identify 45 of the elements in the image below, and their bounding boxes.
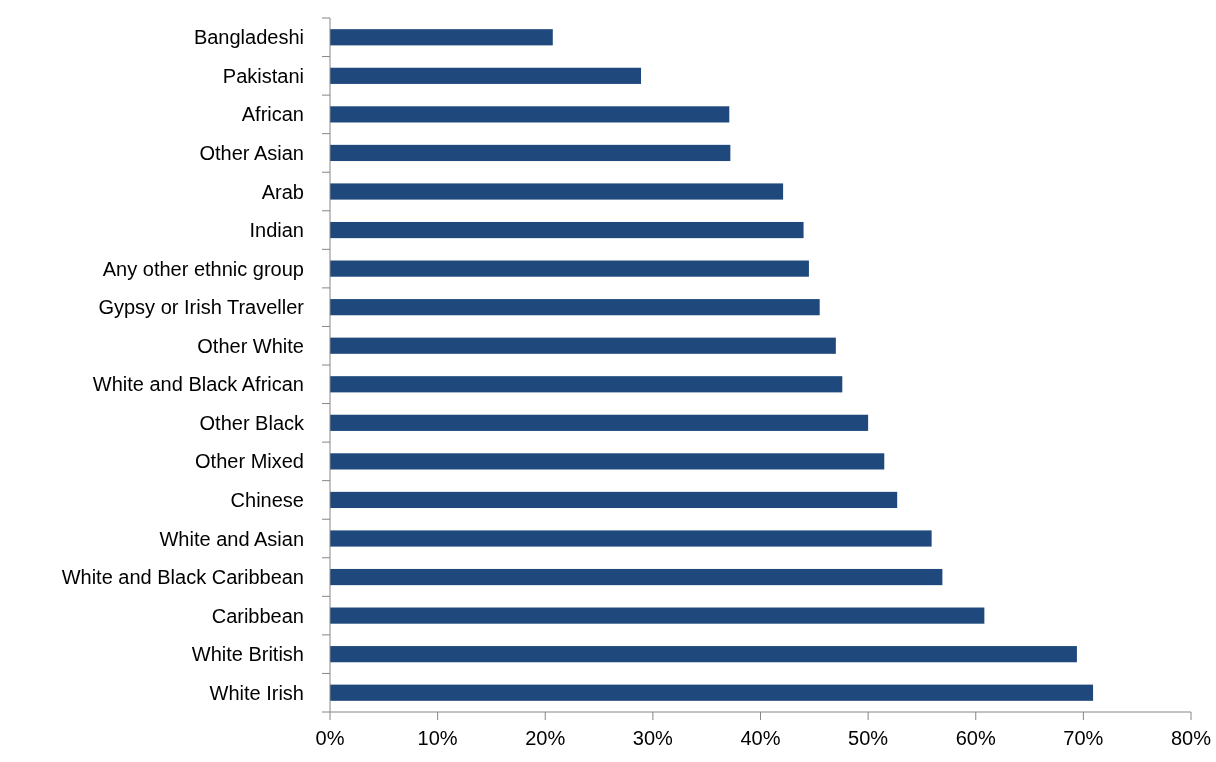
y-tick-label: Other Mixed (195, 450, 304, 473)
bar (330, 414, 869, 431)
y-tick-label: White and Black African (92, 373, 304, 396)
y-tick-label: Bangladeshi (193, 26, 304, 49)
bar (330, 299, 820, 316)
bar (330, 453, 885, 470)
x-tick-label: 50% (848, 727, 889, 749)
bar (330, 29, 553, 46)
x-tick-label: 20% (525, 727, 566, 749)
y-tick-label: Any other ethnic group (102, 257, 304, 280)
bar (330, 684, 1094, 701)
bar (330, 337, 836, 354)
x-tick-label: 70% (1063, 727, 1104, 749)
y-tick-label: White Irish (209, 681, 304, 704)
bar (330, 144, 731, 162)
y-tick-label: White and Asian (159, 527, 304, 550)
y-tick-label: Gypsy or Irish Traveller (98, 296, 305, 319)
y-tick-label: Arab (261, 180, 304, 203)
bar (330, 646, 1077, 663)
bar (330, 106, 730, 123)
bar (330, 376, 843, 393)
bar (330, 221, 804, 239)
y-tick-label: Pakistani (222, 64, 304, 87)
x-tick-label: 0% (315, 727, 345, 749)
bar (330, 530, 932, 547)
bar (330, 67, 642, 84)
bar (330, 607, 985, 624)
x-tick-label: 60% (955, 727, 996, 749)
x-tick-label: 80% (1170, 727, 1212, 749)
bar (330, 491, 898, 509)
x-tick-label: 10% (417, 727, 458, 749)
y-tick-label: Caribbean (211, 604, 304, 627)
x-tick-label: 40% (740, 727, 781, 749)
y-tick-label: Other White (197, 334, 304, 357)
y-tick-label: White British (191, 643, 304, 666)
bar (330, 568, 943, 586)
y-tick-label: White and Black Caribbean (61, 566, 304, 589)
y-tick-label: Chinese (230, 488, 304, 511)
bar (330, 183, 784, 200)
y-tick-label: Other Asian (199, 141, 304, 164)
bar (330, 260, 809, 277)
x-tick-label: 30% (632, 727, 674, 749)
y-tick-label: Other Black (199, 411, 305, 434)
y-tick-label: Indian (249, 219, 304, 242)
y-tick-label: African (241, 103, 304, 126)
